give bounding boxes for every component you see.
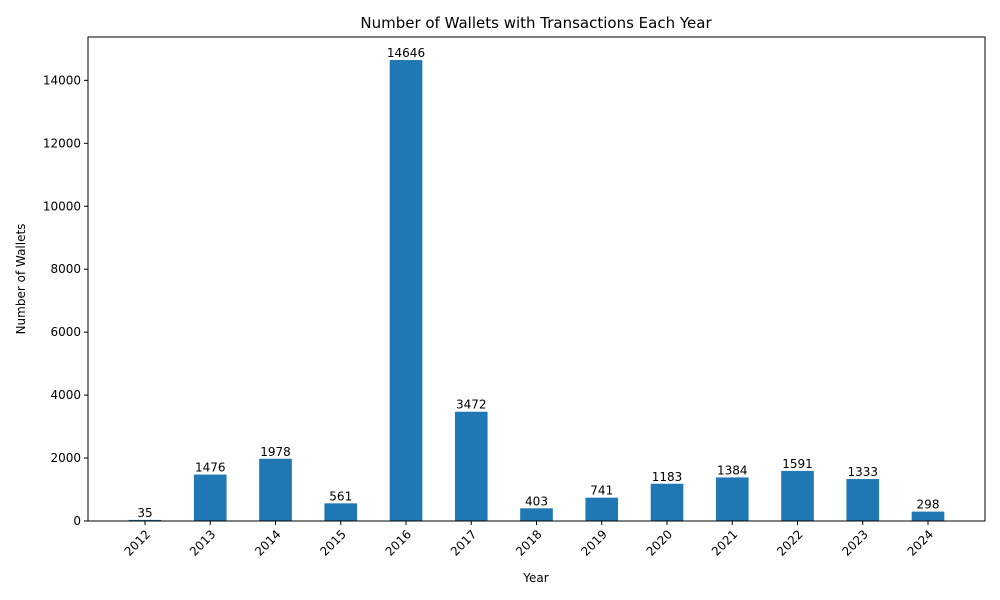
x-tick-label-2024: 2024 bbox=[905, 527, 936, 558]
x-tick-label-2014: 2014 bbox=[252, 527, 283, 558]
bar-2013 bbox=[193, 474, 227, 521]
bars-group bbox=[128, 60, 945, 521]
x-tick-label-2016: 2016 bbox=[383, 527, 414, 558]
x-tick-label-2019: 2019 bbox=[578, 527, 609, 558]
y-tick-label-6000: 6000 bbox=[50, 325, 81, 339]
x-axis-label: Year bbox=[522, 571, 548, 585]
data-label-2014: 1978 bbox=[260, 445, 291, 459]
data-label-2016: 14646 bbox=[387, 46, 425, 60]
bar-2023 bbox=[846, 479, 880, 521]
plot-area: 35 1476 1978 561 14646 3472 403 741 1183 1384 1591… bbox=[87, 36, 986, 522]
y-tick-label-2000: 2000 bbox=[50, 451, 81, 465]
y-axis-label: Number of Wallets bbox=[14, 224, 28, 335]
bar-2017 bbox=[454, 411, 488, 521]
x-tick-label-2023: 2023 bbox=[839, 527, 870, 558]
bar-2019 bbox=[585, 497, 619, 521]
bar-2014 bbox=[259, 458, 292, 521]
y-tick-label-4000: 4000 bbox=[50, 388, 81, 402]
data-label-2012: 35 bbox=[137, 506, 152, 520]
x-tick-label-2012: 2012 bbox=[122, 527, 153, 558]
bar-2022 bbox=[781, 470, 814, 521]
bar-2016 bbox=[389, 60, 423, 521]
bar-2024 bbox=[911, 511, 945, 521]
bar-2021 bbox=[715, 477, 749, 521]
data-labels-group: 35 1476 1978 561 14646 3472 403 741 1183 1384 1591… bbox=[137, 46, 939, 520]
data-label-2024: 298 bbox=[917, 498, 940, 512]
bar-2015 bbox=[324, 503, 358, 521]
data-label-2013: 1476 bbox=[195, 461, 226, 475]
data-label-2023: 1333 bbox=[847, 465, 878, 479]
bar-2018 bbox=[520, 508, 553, 521]
bar-2012 bbox=[128, 519, 162, 521]
y-tick-label-10000: 10000 bbox=[43, 199, 81, 213]
x-tick-label-2021: 2021 bbox=[709, 527, 740, 558]
bar-2020 bbox=[650, 483, 684, 521]
data-label-2019: 741 bbox=[590, 484, 613, 498]
y-axis: 0 2000 4000 6000 8000 10000 12000 14000 bbox=[43, 73, 88, 528]
data-label-2015: 561 bbox=[329, 489, 352, 503]
x-tick-label-2022: 2022 bbox=[774, 527, 805, 558]
y-tick-label-0: 0 bbox=[73, 514, 81, 528]
chart-title: Number of Wallets with Transactions Each… bbox=[360, 14, 712, 32]
x-tick-label-2013: 2013 bbox=[187, 527, 218, 558]
x-tick-label-2018: 2018 bbox=[513, 527, 544, 558]
data-label-2020: 1183 bbox=[652, 470, 683, 484]
x-axis: 2012 2013 2014 2015 2016 2017 2018 2019 2020 2021… bbox=[122, 521, 936, 559]
data-label-2021: 1384 bbox=[717, 463, 748, 477]
x-tick-label-2017: 2017 bbox=[448, 527, 479, 558]
data-label-2022: 1591 bbox=[782, 457, 813, 471]
y-tick-label-12000: 12000 bbox=[43, 136, 81, 150]
axes-frame bbox=[87, 36, 986, 522]
data-label-2018: 403 bbox=[525, 494, 548, 508]
y-tick-label-8000: 8000 bbox=[50, 262, 81, 276]
x-tick-label-2015: 2015 bbox=[317, 527, 348, 558]
data-label-2017: 3472 bbox=[456, 398, 487, 412]
y-tick-label-14000: 14000 bbox=[43, 73, 81, 87]
x-tick-label-2020: 2020 bbox=[644, 527, 675, 558]
